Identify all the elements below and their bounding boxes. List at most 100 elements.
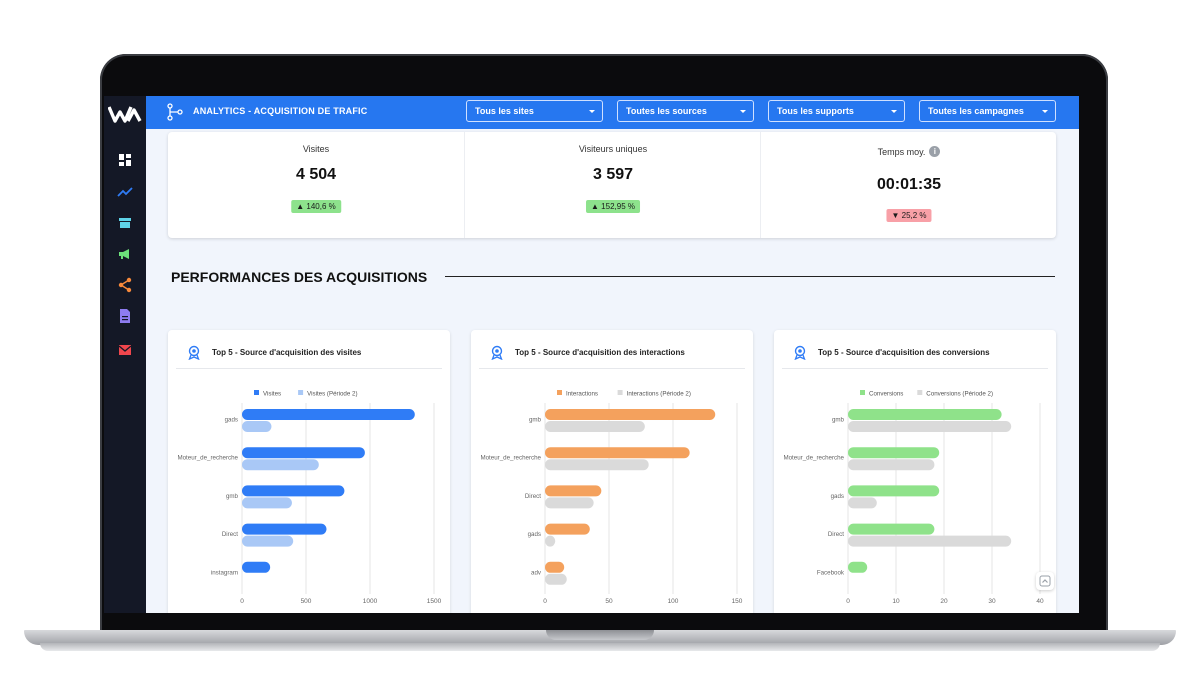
bar [242, 535, 294, 547]
y-tick-label: instagram [211, 569, 238, 576]
bar [545, 459, 649, 471]
legend-swatch [617, 390, 623, 395]
y-tick-label: Direct [525, 493, 541, 500]
kpi-value: 3 597 [592, 166, 634, 183]
bar [242, 421, 272, 432]
bar [545, 447, 690, 459]
bar [545, 485, 602, 497]
legend-label: Visites [263, 391, 281, 398]
y-tick-label: adv [531, 569, 542, 576]
arrow-down-icon: ▼ [891, 211, 900, 220]
bar [242, 523, 327, 535]
bar [848, 459, 935, 471]
x-tick-label: 1500 [427, 598, 442, 605]
y-tick-label: Direct [222, 531, 238, 538]
filter-sources-dropdown[interactable]: Toutes les sources [617, 100, 754, 122]
bar [848, 561, 868, 573]
laptop-notch [546, 630, 654, 640]
megaphone-icon[interactable] [117, 246, 133, 262]
filter-sources-label: Toutes les sources [626, 106, 707, 116]
y-tick-label: gmb [832, 417, 845, 424]
bar [545, 421, 645, 432]
card-divider [176, 368, 442, 369]
arrow-up-icon: ▲ [296, 202, 305, 211]
x-tick-label: 40 [1036, 598, 1044, 605]
page-title: ANALYTICS - ACQUISITION DE TRAFIC [193, 106, 368, 116]
bar [545, 409, 716, 420]
document-icon[interactable] [117, 308, 133, 324]
x-tick-label: 150 [732, 598, 743, 605]
dashboard-icon[interactable] [117, 152, 133, 168]
kpi-delta-badge: ▲ 140,6 % [291, 200, 341, 213]
chart-title: Top 5 - Source d'acquisition des visites [212, 348, 362, 357]
chevron-down-icon [891, 110, 897, 113]
chart-card-interactions: Top 5 - Source d'acquisition des interac… [471, 330, 753, 613]
y-tick-label: gads [225, 417, 238, 424]
x-tick-label: 10 [892, 598, 900, 605]
y-tick-label: gads [528, 531, 541, 538]
bar [242, 409, 415, 420]
legend-label: Interactions (Période 2) [627, 391, 691, 398]
filter-campaigns-dropdown[interactable]: Toutes les campagnes [919, 100, 1056, 122]
scroll-to-top-button[interactable] [1036, 572, 1054, 590]
card-divider [782, 368, 1048, 369]
chart-title: Top 5 - Source d'acquisition des interac… [515, 348, 685, 357]
kpi-card: Visites 4 504 ▲ 140,6 % Visiteurs unique… [168, 132, 1056, 238]
mail-icon[interactable] [117, 342, 133, 358]
y-tick-label: gads [831, 493, 844, 500]
store-icon[interactable] [117, 215, 133, 231]
legend-swatch [254, 390, 259, 395]
bar [242, 485, 345, 497]
kpi-label: Visiteurs uniques [578, 144, 648, 154]
y-tick-label: Moteur_de_recherche [783, 455, 844, 462]
laptop-base-foot [40, 643, 1160, 651]
brand-logo[interactable] [108, 105, 142, 123]
bar [545, 535, 556, 547]
bar [242, 561, 271, 573]
x-tick-label: 500 [301, 598, 312, 605]
info-icon[interactable]: i [929, 146, 941, 157]
x-tick-label: 30 [988, 598, 996, 605]
bar [848, 485, 940, 497]
legend-swatch [557, 390, 562, 395]
bar [848, 421, 1012, 432]
filter-campaigns-label: Toutes les campagnes [928, 106, 1024, 116]
bar-chart: Visites Visites (Période 2) 0 500 1000 1500 ga… [177, 390, 442, 605]
legend-label: Visites (Période 2) [307, 391, 357, 398]
x-tick-label: 100 [668, 598, 679, 605]
filter-supports-dropdown[interactable]: Tous les supports [768, 100, 905, 122]
bar [545, 573, 567, 585]
kpi-delta-badge: ▲ 152,95 % [586, 200, 640, 213]
filter-sites-label: Tous les sites [475, 106, 534, 116]
y-tick-label: gmb [529, 417, 542, 424]
card-divider [479, 368, 745, 369]
legend-swatch [298, 390, 304, 395]
kpi-label: Temps moy. i [761, 146, 1057, 157]
kpi-value: 4 504 [295, 166, 337, 183]
kpi-average-time: Temps moy. i 00:01:35 ▼ 25,2 % [760, 132, 1057, 238]
bar [848, 497, 877, 509]
share-icon[interactable] [117, 277, 133, 293]
trending-icon[interactable] [117, 184, 133, 200]
kpi-label: Visites [302, 144, 330, 154]
kpi-value: 00:01:35 [876, 176, 942, 193]
chevron-down-icon [589, 110, 595, 113]
bar [242, 497, 292, 509]
bar [545, 497, 594, 509]
bar [848, 447, 940, 459]
legend-label: Interactions [566, 391, 598, 398]
filter-sites-dropdown[interactable]: Tous les sites [466, 100, 603, 122]
bar [545, 523, 590, 535]
chart-card-conversions: Top 5 - Source d'acquisition des convers… [774, 330, 1056, 613]
filter-supports-label: Tous les supports [777, 106, 854, 116]
top-bar: ANALYTICS - ACQUISITION DE TRAFIC Tous l… [146, 96, 1079, 129]
legend-swatch [860, 390, 865, 395]
chart-card-visits: Top 5 - Source d'acquisition des visites… [168, 330, 450, 613]
chevron-up-icon [1039, 575, 1051, 587]
x-tick-label: 0 [846, 598, 850, 605]
x-tick-label: 1000 [363, 598, 378, 605]
bar [848, 523, 935, 535]
flow-icon [167, 103, 183, 121]
legend-label: Conversions (Période 2) [926, 391, 993, 398]
x-tick-label: 50 [605, 598, 613, 605]
